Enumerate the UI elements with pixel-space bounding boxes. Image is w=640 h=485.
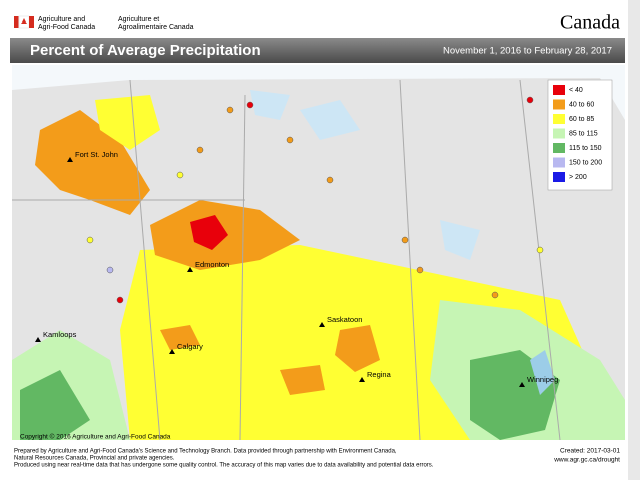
agency-en: Agri-Food Canada	[38, 24, 95, 31]
city-marker	[359, 377, 365, 382]
city-label: Kamloops	[43, 330, 77, 339]
flag	[14, 15, 34, 29]
city-marker	[319, 322, 325, 327]
city-marker	[169, 349, 175, 354]
period: November 1, 2016 to February 28, 2017	[443, 46, 612, 57]
legend-label: 40 to 60	[569, 101, 594, 108]
legend-label: > 200	[569, 174, 587, 181]
legend-swatch	[553, 157, 565, 168]
created: Created: 2017-03-01	[560, 448, 620, 455]
city-marker	[35, 337, 41, 342]
city-label: Calgary	[177, 342, 203, 351]
map	[12, 65, 625, 441]
legend-swatch	[553, 172, 565, 182]
legend-swatch	[553, 99, 565, 110]
agency-fr: Agriculture et	[118, 16, 159, 23]
legend-swatch	[553, 85, 565, 95]
city-label: Winnipeg	[527, 375, 558, 384]
city-label: Regina	[367, 370, 392, 379]
title: Percent of Average Precipitation	[30, 42, 261, 59]
note: Produced using near real-time data that …	[14, 463, 434, 469]
legend-label: < 40	[569, 87, 583, 94]
legend-swatch	[553, 114, 565, 124]
note: Prepared by Agriculture and Agri-Food Ca…	[14, 449, 397, 455]
scrollbar	[628, 0, 640, 480]
wordmark: Canada	[560, 12, 620, 34]
city-label: Saskatoon	[327, 315, 362, 324]
copyright: Copyright © 2016 Agriculture and Agri-Fo…	[20, 433, 171, 441]
city-marker	[519, 382, 525, 387]
agency-fr: Agroalimentaire Canada	[118, 24, 194, 31]
legend-label: 150 to 200	[569, 159, 602, 166]
city-label: Fort St. John	[75, 150, 118, 159]
url: www.agr.gc.ca/drought	[553, 457, 620, 464]
city-marker	[187, 267, 193, 272]
title-bar	[10, 38, 625, 63]
note: Natural Resources Canada, Provincial and…	[14, 456, 175, 462]
agency-en: Agriculture and	[38, 16, 85, 23]
legend-swatch	[553, 128, 565, 139]
legend-label: 115 to 150	[569, 145, 602, 152]
legend-label: 60 to 85	[569, 116, 594, 123]
city-label: Edmonton	[195, 260, 229, 269]
city-marker	[67, 157, 73, 162]
legend-swatch	[553, 143, 565, 153]
legend-label: 85 to 115	[569, 130, 598, 137]
